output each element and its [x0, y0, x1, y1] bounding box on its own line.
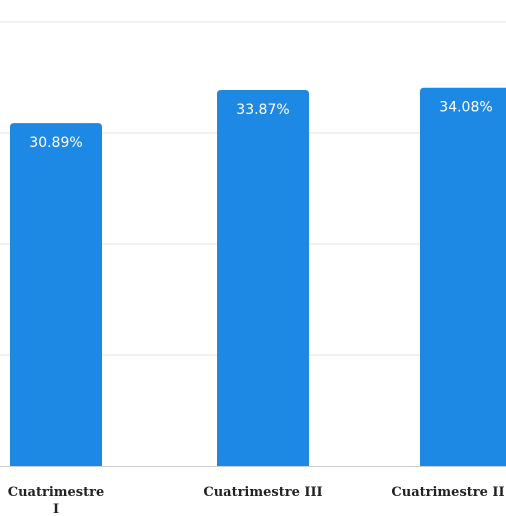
- x-axis-tick-labels: Cuatrimestre I Cuatrimestre III Cuatrimestr…: [8, 485, 505, 516]
- x-tick-label-2: Cuatrimestre III: [203, 485, 322, 500]
- bar-3[interactable]: [420, 87, 506, 466]
- bar-1[interactable]: [10, 123, 102, 466]
- x-tick-label-3: Cuatrimestre II: [391, 485, 504, 500]
- data-labels: 30.89% 33.87% 34.08%: [29, 100, 492, 151]
- data-label-1: 30.89%: [29, 135, 82, 151]
- bars: [10, 87, 506, 466]
- x-tick-label-1: Cuatrimestre I: [8, 485, 104, 516]
- data-label-3: 34.08%: [439, 100, 492, 116]
- bar-2[interactable]: [217, 90, 309, 466]
- data-label-2: 33.87%: [236, 102, 289, 118]
